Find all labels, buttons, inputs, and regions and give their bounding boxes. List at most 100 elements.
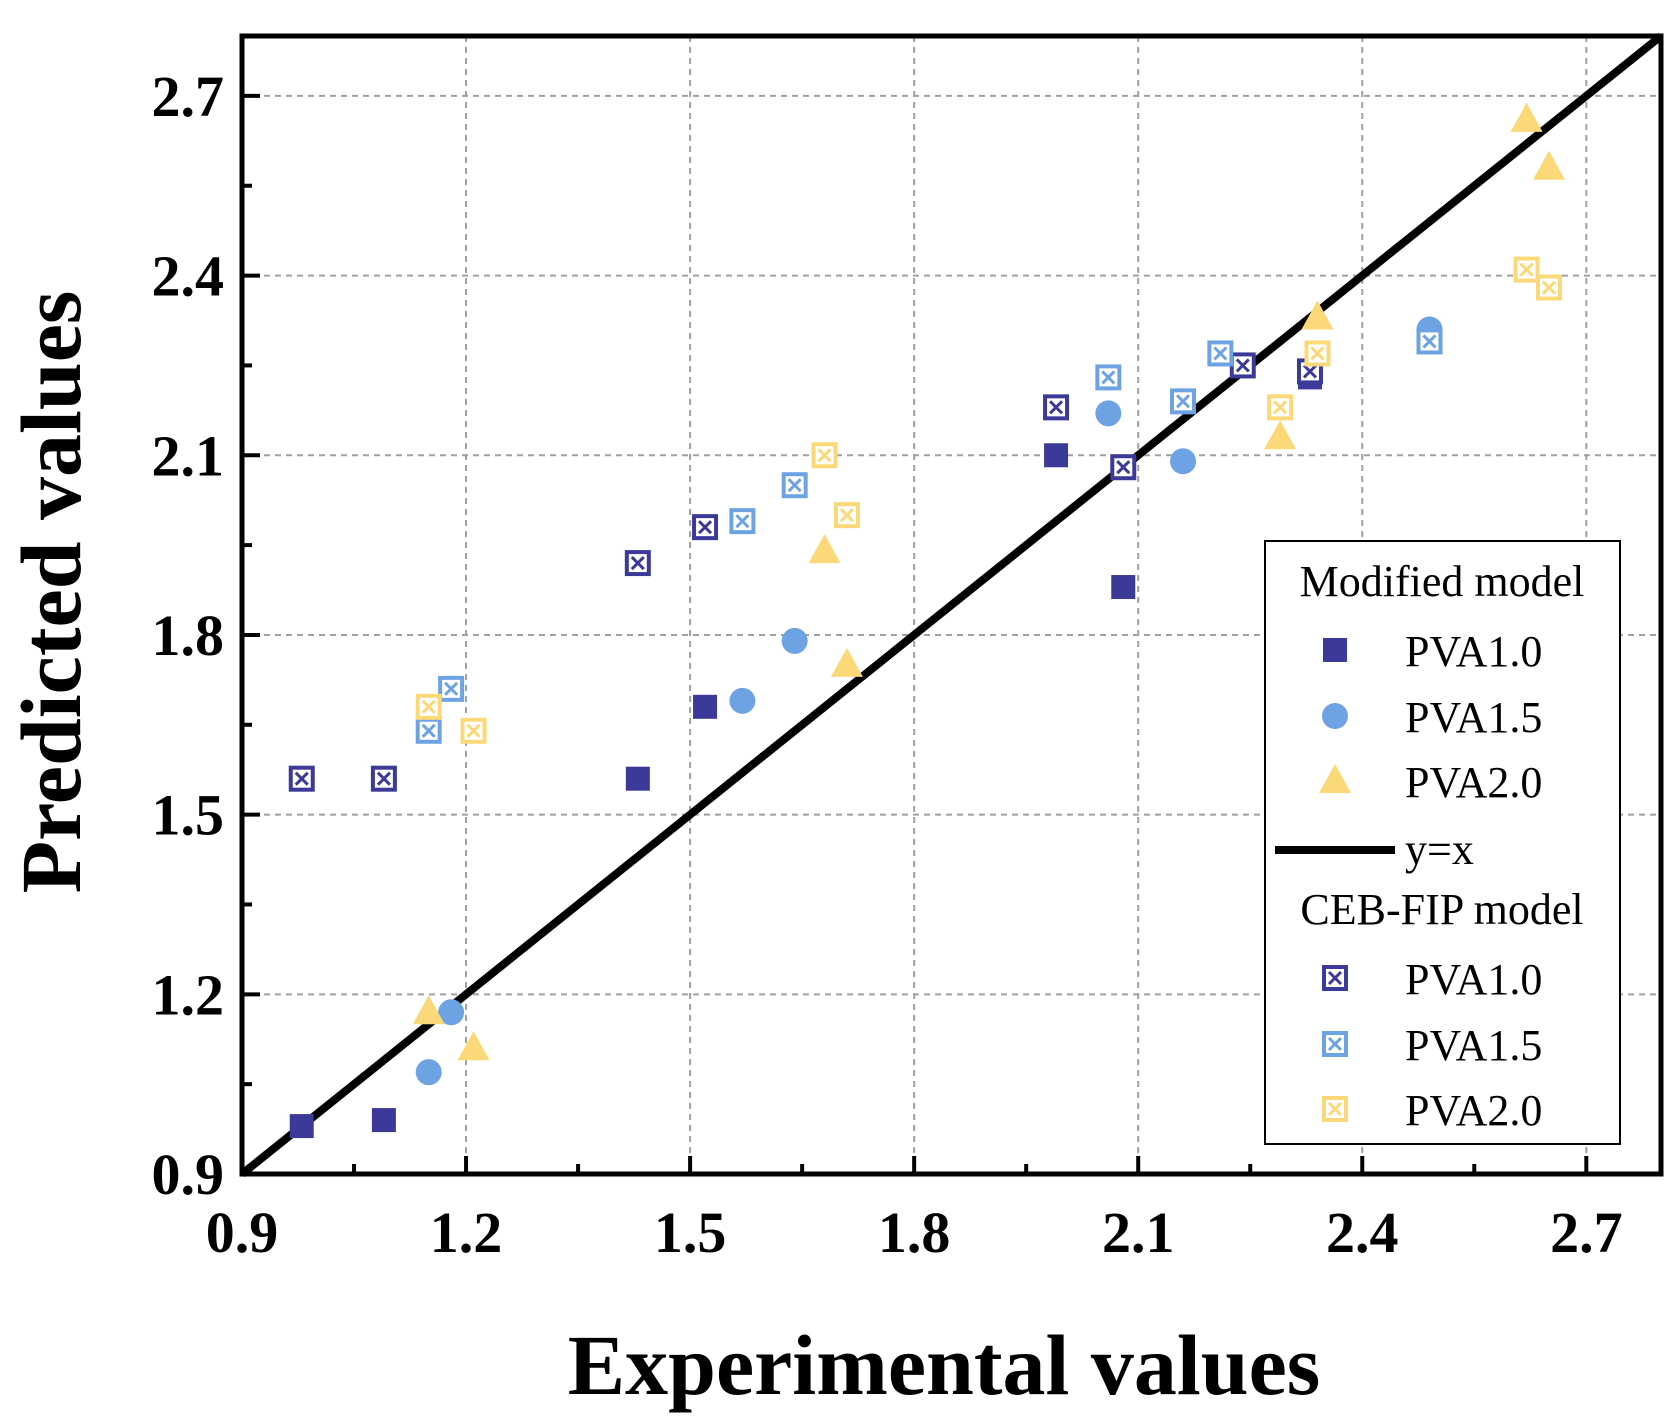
marker-cross [1213, 346, 1228, 361]
data-point-ceb-fip-pva2-0 [1267, 394, 1294, 421]
data-point-ceb-fip-pva2-0 [811, 442, 838, 469]
legend-label-ceb-fip-pva2-0: PVA2.0 [1405, 1086, 1542, 1135]
data-point-ceb-fip-pva1-5 [438, 675, 465, 702]
legend-marker-modified-pva2-0 [1319, 764, 1351, 793]
data-point-ceb-fip-pva2-0 [1513, 256, 1540, 283]
legend-symbol [1322, 1031, 1348, 1057]
data-point-modified-pva2-0 [1264, 420, 1297, 450]
legend-symbol [1322, 1096, 1348, 1122]
data-point-modified-pva1-5 [438, 999, 465, 1026]
y-axis-title: Predicted values [3, 291, 99, 894]
data-point-ceb-fip-pva2-0 [1535, 274, 1562, 301]
legend-group-title-ceb-fip: CEB-FIP model [1300, 885, 1583, 934]
marker-cross [466, 723, 481, 738]
legend-label-ceb-fip-pva1-0: PVA1.0 [1405, 955, 1542, 1004]
marker-cross [421, 723, 436, 738]
x-tick-labels: 0.9 1.2 1.5 1.8 2.1 2.4 2.7 [206, 1200, 1623, 1265]
marker-cross [421, 699, 436, 714]
legend-marker-modified-pva1-5 [1322, 703, 1348, 729]
data-point-modified-pva2-0 [1301, 300, 1334, 330]
data-point-ceb-fip-pva1-0 [370, 765, 397, 792]
data-point-modified-pva2-0 [457, 1031, 490, 1061]
marker-cross [1422, 334, 1437, 349]
data-point-modified-pva1-5 [1170, 448, 1197, 475]
data-points [288, 102, 1565, 1139]
x-tick-label: 2.7 [1550, 1200, 1623, 1265]
data-point-modified-pva2-0 [1532, 150, 1565, 180]
legend-group-title-modified: Modified model [1300, 557, 1585, 606]
data-point-modified-pva1-5 [781, 627, 808, 654]
data-point-ceb-fip-pva1-5 [1095, 364, 1122, 391]
y-tick-label: 1.5 [152, 783, 225, 848]
data-point-ceb-fip-pva1-5 [415, 717, 442, 744]
data-point-modified-pva2-0 [412, 995, 445, 1025]
y-tick-label: 0.9 [152, 1142, 225, 1207]
data-point-modified-pva1-0 [693, 694, 718, 719]
legend-label-modified-pva1-0: PVA1.0 [1405, 627, 1542, 676]
x-tick-label: 1.5 [654, 1200, 727, 1265]
data-point-modified-pva2-0 [830, 647, 863, 677]
data-point-modified-pva1-5 [729, 687, 756, 714]
marker-cross [697, 520, 713, 535]
data-point-ceb-fip-pva1-0 [692, 514, 719, 541]
data-point-ceb-fip-pva1-5 [1207, 340, 1234, 367]
marker-cross [1519, 262, 1534, 277]
x-tick-label: 1.8 [878, 1200, 951, 1265]
marker-cross [1327, 1036, 1343, 1052]
marker-cross [1327, 1101, 1343, 1117]
marker-cross [1116, 460, 1131, 475]
data-point-modified-pva2-0 [1510, 102, 1543, 132]
data-point-ceb-fip-pva1-0 [1229, 352, 1256, 379]
marker-cross [294, 771, 309, 786]
legend-marker-ceb-fip-pva2-0 [1322, 1096, 1348, 1122]
y-tick-label: 2.1 [152, 423, 225, 488]
x-tick-label: 0.9 [206, 1200, 279, 1265]
legend-symbol [1319, 764, 1351, 793]
data-point-modified-pva1-0 [289, 1114, 314, 1139]
marker-cross [817, 448, 832, 463]
y-tick-label: 1.2 [152, 962, 225, 1027]
marker-cross [839, 508, 855, 523]
legend-marker-ceb-fip-pva1-5 [1322, 1031, 1348, 1057]
data-point-modified-pva1-0 [1044, 443, 1069, 468]
marker-cross [1175, 394, 1191, 409]
data-point-ceb-fip-pva2-0 [460, 717, 487, 744]
data-point-ceb-fip-pva1-0 [624, 550, 651, 577]
data-point-ceb-fip-pva1-0 [288, 765, 315, 792]
y-tick-label: 1.8 [152, 603, 225, 668]
marker-cross [735, 514, 750, 529]
marker-cross [787, 478, 802, 493]
data-point-modified-pva2-0 [808, 534, 841, 564]
marker-cross [1541, 280, 1557, 295]
data-point-ceb-fip-pva2-0 [415, 693, 442, 720]
data-point-ceb-fip-pva1-0 [1110, 454, 1137, 481]
data-point-ceb-fip-pva1-5 [729, 508, 756, 535]
legend-label-ceb-fip-pva1-5: PVA1.5 [1405, 1021, 1542, 1070]
legend-label-reference-line: y=x [1405, 825, 1474, 874]
marker-cross [1235, 358, 1250, 373]
legend-symbol [1322, 703, 1348, 729]
legend-marker-modified-pva1-0 [1323, 638, 1347, 662]
legend-label-modified-pva1-5: PVA1.5 [1405, 693, 1542, 742]
data-point-ceb-fip-pva1-5 [1170, 388, 1197, 415]
data-point-ceb-fip-pva2-0 [833, 502, 860, 529]
data-point-ceb-fip-pva1-0 [1043, 394, 1070, 421]
x-axis-title: Experimental values [568, 1317, 1320, 1413]
data-point-ceb-fip-pva1-5 [781, 472, 808, 499]
data-point-modified-pva1-0 [625, 766, 650, 791]
reference-line-y-equals-x [239, 32, 1664, 1178]
marker-cross [1101, 370, 1116, 385]
y-tick-labels: 0.9 1.2 1.5 1.8 2.1 2.4 2.7 [152, 64, 225, 1207]
y-tick-label: 2.4 [152, 244, 225, 309]
legend-symbol [1322, 965, 1348, 991]
marker-cross [444, 681, 459, 696]
legend-label-modified-pva2-0: PVA2.0 [1405, 758, 1542, 807]
legend: Modified model PVA1.0 PVA1.5 PVA2.0 y=x … [1264, 540, 1621, 1145]
data-point-modified-pva1-5 [415, 1059, 442, 1086]
x-tick-label: 1.2 [430, 1200, 503, 1265]
marker-cross [1302, 364, 1318, 379]
marker-cross [1273, 400, 1288, 415]
legend-marker-ceb-fip-pva1-0 [1322, 965, 1348, 991]
y-tick-label: 2.7 [152, 64, 225, 129]
